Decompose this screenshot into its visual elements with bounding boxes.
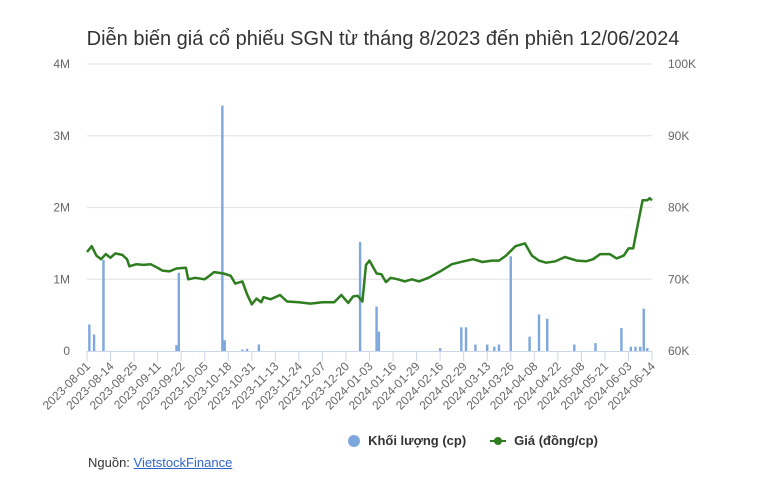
volume-bar[interactable]	[88, 324, 91, 351]
gridlines	[87, 63, 652, 280]
volume-bar[interactable]	[493, 346, 496, 351]
legend-circle-icon	[348, 434, 361, 447]
volume-bar[interactable]	[634, 346, 637, 351]
source-prefix: Nguồn:	[88, 455, 134, 470]
volume-bar[interactable]	[241, 349, 244, 351]
volume-bar[interactable]	[438, 348, 442, 351]
volume-bar[interactable]	[257, 344, 261, 351]
legend-line-marker-icon	[490, 436, 507, 445]
volume-bar[interactable]	[509, 256, 512, 351]
volume-bar[interactable]	[375, 306, 378, 351]
legend-volume-label: Khối lượng (cp)	[368, 433, 467, 448]
volume-bar[interactable]	[642, 308, 645, 351]
volume-bar[interactable]	[464, 327, 468, 351]
y-tick-left: 0	[63, 344, 70, 358]
volume-bar[interactable]	[497, 344, 501, 351]
y-tick-right: 90K	[668, 129, 689, 143]
legend-price-label: Giá (đồng/cp)	[514, 433, 598, 448]
volume-bar[interactable]	[102, 259, 105, 351]
y-tick-left: 4M	[53, 57, 70, 71]
y-tick-right: 70K	[668, 272, 689, 286]
price-line	[86, 196, 653, 306]
volume-bar[interactable]	[377, 331, 381, 351]
y-axis-right-price: 60K 70K 80K 90K 100K	[668, 57, 696, 358]
volume-bar[interactable]	[546, 318, 549, 351]
volume-bar[interactable]	[474, 344, 477, 351]
y-tick-left: 1M	[53, 272, 70, 286]
y-tick-right: 60K	[668, 344, 689, 358]
volume-bar[interactable]	[223, 340, 226, 351]
volume-bar[interactable]	[537, 314, 541, 351]
volume-bar[interactable]	[646, 348, 649, 351]
y-tick-right: 100K	[668, 57, 696, 71]
source-link[interactable]: VietstockFinance	[133, 455, 233, 470]
legend-item-volume[interactable]: Khối lượng (cp)	[348, 433, 466, 448]
volume-bars	[88, 105, 649, 352]
volume-bar[interactable]	[92, 334, 96, 351]
legend: Khối lượng (cp) Giá (đồng/cp)	[0, 433, 766, 448]
legend-item-price[interactable]: Giá (đồng/cp)	[490, 433, 598, 448]
volume-bar[interactable]	[177, 272, 181, 351]
volume-bar[interactable]	[629, 346, 633, 351]
volume-bar[interactable]	[358, 241, 362, 351]
volume-bar[interactable]	[528, 336, 531, 351]
volume-bar[interactable]	[486, 344, 489, 351]
volume-bar[interactable]	[175, 345, 178, 351]
volume-bar[interactable]	[245, 348, 249, 351]
y-tick-left: 2M	[53, 201, 70, 215]
chart-title: Diễn biến giá cổ phiếu SGN từ tháng 8/20…	[86, 28, 680, 50]
volume-bar[interactable]	[639, 346, 642, 351]
y-tick-right: 80K	[668, 201, 689, 215]
x-axis-dates: 2023-08-012023-08-142023-08-252023-09-11…	[40, 351, 658, 413]
volume-bar[interactable]	[594, 343, 597, 351]
y-tick-left: 3M	[53, 129, 70, 143]
volume-bar[interactable]	[460, 327, 463, 351]
volume-bar[interactable]	[620, 328, 623, 351]
y-axis-left-volume: 0 1M 2M 3M 4M	[53, 57, 70, 358]
source-note: Nguồn: VietstockFinance	[88, 455, 232, 470]
volume-bar[interactable]	[221, 105, 224, 352]
volume-bar[interactable]	[573, 344, 576, 351]
